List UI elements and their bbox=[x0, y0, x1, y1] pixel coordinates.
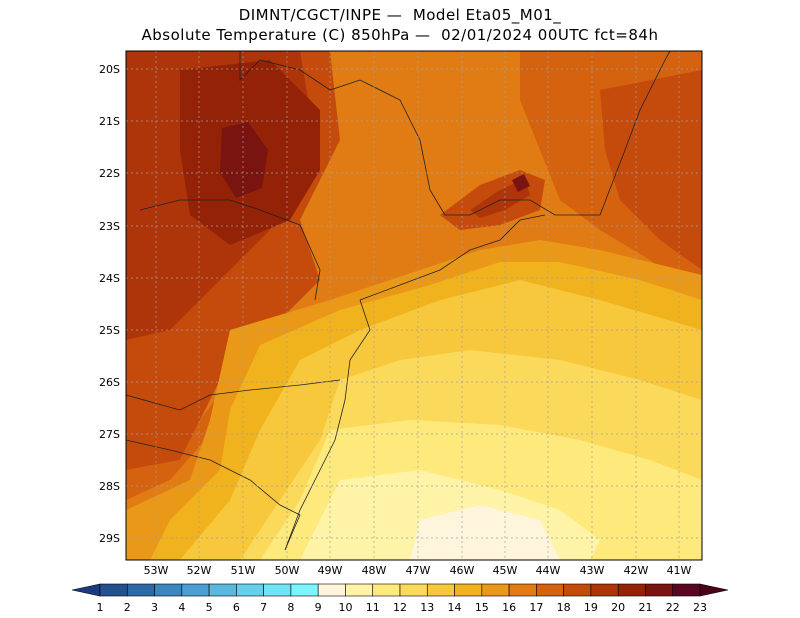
lon-label: 47W bbox=[406, 564, 431, 577]
colorbar-arrow-left bbox=[71, 583, 101, 597]
lon-label: 48W bbox=[362, 564, 387, 577]
colorbar-label: 7 bbox=[260, 601, 267, 614]
field-west-peak bbox=[220, 122, 268, 198]
colorbar-swatch bbox=[208, 583, 237, 597]
title-line-1: DIMNT/CGCT/INPE — Model Eta05_M01_ bbox=[238, 6, 562, 24]
colorbar-label: 10 bbox=[338, 601, 352, 614]
colorbar-swatch bbox=[672, 583, 701, 597]
lat-label: 28S bbox=[99, 480, 120, 493]
colorbar-label: 23 bbox=[693, 601, 707, 614]
lat-labels: 20S 21S 22S 23S 24S 25S 26S 27S 28S 29S bbox=[99, 63, 120, 545]
lat-label: 20S bbox=[99, 63, 120, 76]
lat-label: 26S bbox=[99, 376, 120, 389]
colorbar-labels: 1 2 3 4 5 6 7 8 9 10 11 12 13 14 15 16 17 18 19 20 21 22 23 bbox=[97, 601, 708, 614]
colorbar-label: 6 bbox=[233, 601, 240, 614]
colorbar-swatch bbox=[236, 583, 264, 597]
colorbar-label: 16 bbox=[502, 601, 516, 614]
colorbar-swatch bbox=[508, 583, 537, 597]
colorbar-label: 4 bbox=[178, 601, 185, 614]
colorbar-swatch bbox=[481, 583, 510, 597]
colorbar-swatch bbox=[99, 583, 128, 597]
colorbar-swatch bbox=[290, 583, 319, 597]
lon-label: 46W bbox=[450, 564, 475, 577]
field-band-10 bbox=[410, 505, 560, 560]
colorbar-swatch bbox=[345, 583, 374, 597]
colorbar-swatch bbox=[126, 583, 155, 597]
colorbar-label: 9 bbox=[315, 601, 322, 614]
colorbar-swatch bbox=[426, 583, 455, 597]
colorbar-swatch bbox=[181, 583, 210, 597]
colorbar-label: 20 bbox=[611, 601, 625, 614]
lat-label: 25S bbox=[99, 324, 120, 337]
lat-label: 27S bbox=[99, 428, 120, 441]
title-line-2: Absolute Temperature (C) 850hPa — 02/01/… bbox=[141, 26, 659, 44]
lat-label: 21S bbox=[99, 115, 120, 128]
colorbar-swatch bbox=[590, 583, 619, 597]
colorbar-label: 11 bbox=[366, 601, 380, 614]
colorbar-label: 12 bbox=[393, 601, 407, 614]
colorbar-arrow-right bbox=[699, 583, 729, 597]
colorbar bbox=[71, 583, 729, 597]
colorbar-swatch bbox=[372, 583, 401, 597]
colorbar-label: 5 bbox=[206, 601, 213, 614]
colorbar-label: 17 bbox=[529, 601, 543, 614]
temperature-field bbox=[126, 51, 702, 560]
colorbar-label: 2 bbox=[124, 601, 131, 614]
colorbar-label: 15 bbox=[475, 601, 489, 614]
lat-label: 29S bbox=[99, 532, 120, 545]
colorbar-label: 13 bbox=[420, 601, 434, 614]
colorbar-label: 1 bbox=[97, 601, 104, 614]
field-east-hot bbox=[600, 70, 702, 270]
colorbar-label: 18 bbox=[557, 601, 571, 614]
colorbar-swatch bbox=[536, 583, 564, 597]
lon-label: 42W bbox=[624, 564, 649, 577]
colorbar-label: 14 bbox=[448, 601, 462, 614]
map-frame bbox=[125, 50, 703, 561]
colorbar-label: 22 bbox=[666, 601, 680, 614]
field-southwest bbox=[126, 400, 215, 500]
colorbar-swatch bbox=[617, 583, 646, 597]
lon-label: 43W bbox=[580, 564, 605, 577]
lon-label: 50W bbox=[275, 564, 300, 577]
colorbar-label: 19 bbox=[584, 601, 598, 614]
lat-label: 23S bbox=[99, 220, 120, 233]
lon-labels: 53W 52W 51W 50W 49W 48W 47W 46W 45W 44W … bbox=[144, 564, 692, 577]
colorbar-label: 3 bbox=[151, 601, 158, 614]
colorbar-swatch bbox=[399, 583, 428, 597]
colorbar-label: 21 bbox=[638, 601, 652, 614]
lon-label: 52W bbox=[187, 564, 212, 577]
colorbar-swatch bbox=[263, 583, 292, 597]
lon-label: 53W bbox=[144, 564, 169, 577]
colorbar-swatch bbox=[645, 583, 674, 597]
lon-label: 51W bbox=[231, 564, 256, 577]
colorbar-swatch bbox=[454, 583, 483, 597]
lon-label: 44W bbox=[536, 564, 561, 577]
field-sp-peak bbox=[512, 174, 530, 192]
field-sp-core bbox=[470, 178, 530, 218]
lat-label: 24S bbox=[99, 272, 120, 285]
colorbar-swatch bbox=[563, 583, 592, 597]
lon-label: 41W bbox=[667, 564, 692, 577]
grid-lines bbox=[126, 51, 702, 560]
coastline-borders bbox=[126, 51, 671, 551]
lat-label: 22S bbox=[99, 167, 120, 180]
colorbar-swatch bbox=[154, 583, 183, 597]
colorbar-label: 8 bbox=[287, 601, 294, 614]
lon-label: 45W bbox=[493, 564, 518, 577]
lon-label: 49W bbox=[318, 564, 343, 577]
colorbar-swatch bbox=[317, 583, 346, 597]
